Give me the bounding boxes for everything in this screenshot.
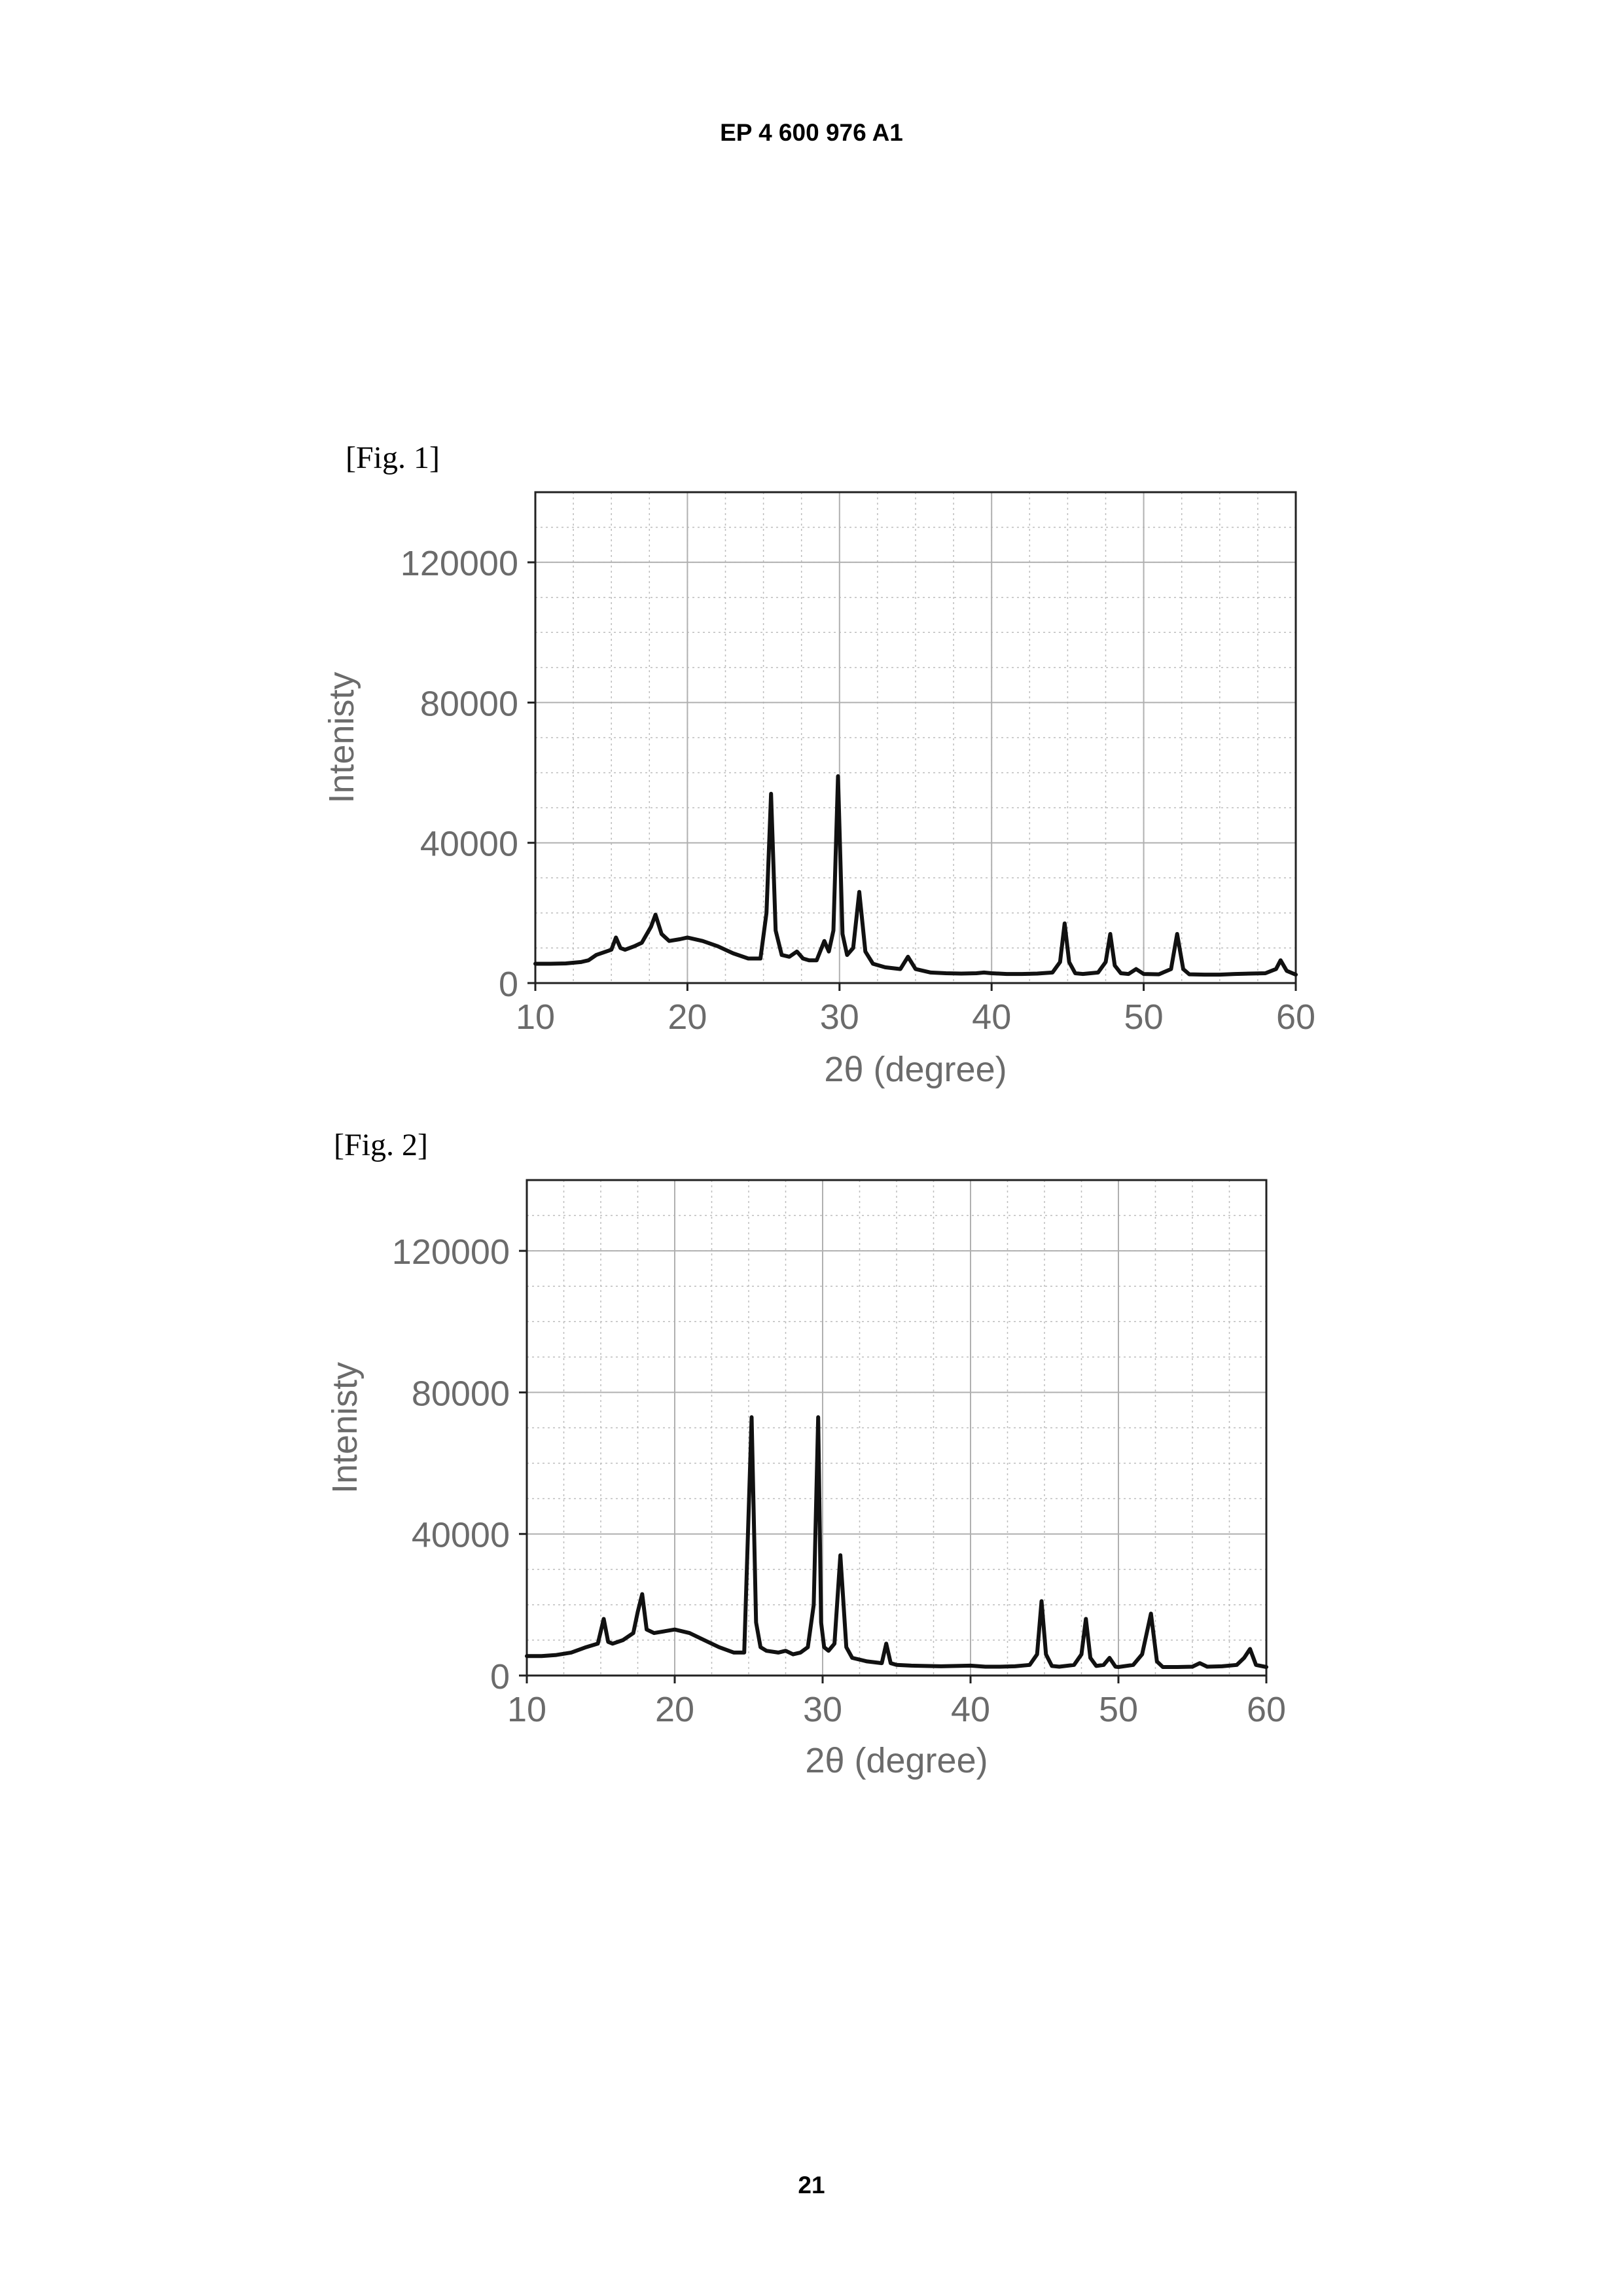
minor-grid [527, 1180, 1266, 1676]
x-tick-label: 40 [951, 1690, 990, 1729]
x-tick-label: 10 [507, 1690, 546, 1729]
y-tick-label: 40000 [412, 1516, 510, 1555]
x-tick-label: 50 [1099, 1690, 1138, 1729]
page-number: 21 [0, 2172, 1623, 2199]
x-tick-label: 60 [1247, 1690, 1286, 1729]
x-tick-label: 30 [803, 1690, 842, 1729]
y-axis-label: Intenisty [325, 1362, 365, 1494]
x-tick-label: 20 [655, 1690, 694, 1729]
y-tick-label: 120000 [392, 1232, 510, 1272]
y-tick-label: 80000 [412, 1374, 510, 1413]
x-axis-label: 2θ (degree) [805, 1741, 988, 1780]
